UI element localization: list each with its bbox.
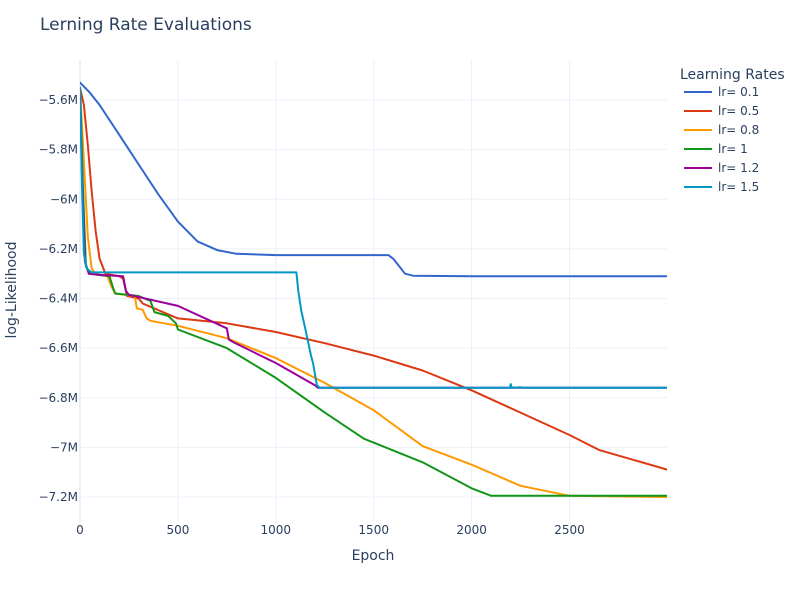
x-axis-title: Epoch [352, 548, 395, 564]
legend-item-label: lr= 1.2 [718, 161, 759, 175]
y-tick-label: −5.6M [39, 93, 79, 107]
x-tick-label: 500 [166, 523, 189, 537]
x-tick-label: 0 [76, 523, 84, 537]
legend-item-label: lr= 0.8 [718, 123, 759, 137]
y-axis-ticks: −5.6M −5.8M −6M −6.2M −6.4M −6.6M −6.8M −7M −7.2… [39, 93, 79, 504]
x-tick-label: 2000 [456, 523, 487, 537]
legend-item-label: lr= 0.5 [718, 104, 759, 118]
y-tick-label: −7.2M [39, 490, 79, 504]
y-tick-label: −6.8M [39, 391, 79, 405]
series-line-2 [80, 86, 667, 471]
y-axis-title: log-Likelihood [4, 242, 20, 339]
y-tick-label: −6.4M [39, 292, 79, 306]
series-line-1 [80, 81, 667, 278]
legend: Learning Rates lr= 0.1 lr= 0.5 lr= 0.8 lr= … [680, 67, 785, 194]
legend-title: Learning Rates [680, 67, 785, 83]
x-tick-label: 2500 [554, 523, 585, 537]
legend-item-label: lr= 1 [718, 142, 748, 156]
legend-item-label: lr= 1.5 [718, 180, 759, 194]
legend-item-label: lr= 0.1 [718, 85, 759, 99]
chart-title: Lerning Rate Evaluations [40, 15, 252, 35]
y-tick-label: −6.2M [39, 242, 79, 256]
series-line-6 [80, 86, 667, 389]
gridlines [79, 60, 667, 522]
y-tick-label: −5.8M [39, 143, 79, 157]
y-tick-label: −6.6M [39, 341, 79, 355]
x-axis-ticks: 0 500 1000 1500 2000 2500 [76, 523, 585, 537]
series-layer [80, 81, 667, 498]
y-tick-label: −7M [50, 440, 78, 454]
x-tick-label: 1000 [261, 523, 292, 537]
x-tick-label: 1500 [358, 523, 389, 537]
y-tick-label: −6M [50, 192, 78, 206]
